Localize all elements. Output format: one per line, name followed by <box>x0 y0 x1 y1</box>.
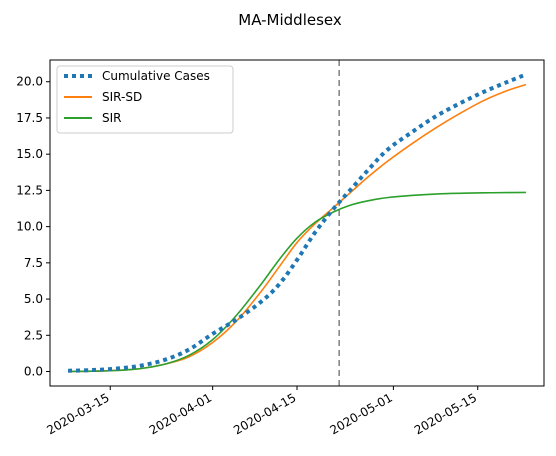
chart-title: MA-Middlesex <box>238 11 342 29</box>
y-tick-label: 2.5 <box>24 328 43 342</box>
y-tick-label: 5.0 <box>24 292 43 306</box>
y-tick-label: 17.5 <box>16 111 43 125</box>
series-line-sir <box>68 191 526 373</box>
x-tick-label: 2020-05-01 <box>327 390 394 437</box>
x-axis: 2020-03-15 2020-04-01 2020-04-15 2020-05-01… <box>44 386 479 437</box>
y-tick-label: 7.5 <box>24 256 43 270</box>
x-tick-label: 2020-04-01 <box>147 390 214 437</box>
y-tick-label: 10.0 <box>16 220 43 234</box>
series-line-cumulative-cases <box>68 72 527 373</box>
legend: Cumulative Cases SIR-SD SIR <box>56 65 234 134</box>
legend-label-sir: SIR <box>102 111 122 125</box>
y-axis: 0.0 2.5 5.0 7.5 10.0 12.5 15.0 17.5 20.0 <box>16 75 50 379</box>
legend-label-cumulative-cases: Cumulative Cases <box>102 69 210 83</box>
y-tick-label: 20.0 <box>16 75 43 89</box>
x-tick-label: 2020-04-15 <box>231 390 298 437</box>
y-tick-label: 15.0 <box>16 147 43 161</box>
y-tick-label: 0.0 <box>24 365 43 379</box>
y-tick-label: 12.5 <box>16 183 43 197</box>
x-tick-label: 2020-03-15 <box>44 390 111 437</box>
series-layer <box>68 72 527 373</box>
legend-box <box>56 65 234 134</box>
legend-label-sir-sd: SIR-SD <box>102 90 142 104</box>
x-tick-label: 2020-05-15 <box>412 390 479 437</box>
